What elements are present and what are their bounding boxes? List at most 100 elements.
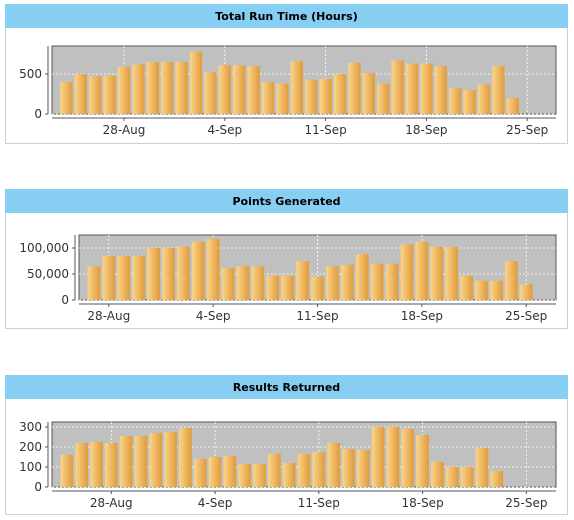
bar — [386, 427, 400, 487]
bar — [247, 66, 260, 114]
bar — [268, 454, 281, 487]
bar — [445, 246, 458, 300]
x-tick-label: 28-Aug — [87, 309, 130, 323]
bar — [281, 275, 295, 300]
x-tick-label: 28-Aug — [103, 123, 146, 137]
bar — [102, 255, 116, 300]
bar — [117, 66, 131, 114]
x-tick-label: 11-Sep — [298, 496, 340, 510]
bar — [356, 450, 370, 487]
bar — [401, 429, 415, 487]
bar — [327, 443, 340, 487]
bar — [147, 248, 160, 300]
bar — [74, 74, 87, 114]
bar — [405, 63, 419, 114]
bar — [326, 266, 339, 300]
bar — [312, 452, 326, 487]
chart-body: 0 50,000 100,000 28-Aug 4-Sep 11-Sep 18-Sep 25-… — [5, 213, 568, 329]
bar — [296, 261, 309, 300]
bar — [475, 448, 489, 487]
bar — [223, 456, 237, 487]
bar — [290, 61, 303, 114]
x-tick-label: 4-Sep — [196, 309, 231, 323]
chart-body: 0 500 28-Aug 4-Sep 11-Sep 18-Sep 25-Sep — [5, 28, 568, 144]
bar — [103, 75, 116, 114]
bar — [104, 443, 118, 487]
bar — [449, 88, 462, 114]
results-returned-chart: 0 100 200 300 28-Aug 4-Sep 11-Sep 18-Sep 25-Sep — [19, 420, 557, 510]
x-tick-label: 28-Aug — [90, 496, 133, 510]
bar — [385, 263, 399, 300]
bar — [179, 428, 192, 487]
bar — [431, 462, 444, 487]
x-tick-label: 18-Sep — [405, 123, 447, 137]
bar — [208, 457, 222, 487]
x-tick-label: 4-Sep — [198, 496, 233, 510]
bar — [90, 442, 103, 487]
bar — [189, 51, 203, 114]
bar — [416, 435, 429, 487]
bar — [132, 255, 145, 300]
bar — [204, 72, 217, 114]
bar — [355, 254, 369, 300]
bar — [175, 62, 188, 114]
bar — [261, 82, 275, 114]
points-generated-chart: 0 50,000 100,000 28-Aug 4-Sep 11-Sep 18-Sep 25-… — [19, 234, 557, 323]
x-tick-label: 11-Sep — [296, 309, 338, 323]
bar — [238, 464, 252, 487]
bar — [236, 266, 250, 300]
bar — [251, 266, 265, 300]
chart-body: 0 100 200 300 28-Aug 4-Sep 11-Sep 18-Sep 25-Sep — [5, 399, 568, 515]
bar — [233, 65, 246, 114]
y-tick-label: 100 — [19, 460, 42, 474]
y-tick-label: 0 — [61, 293, 69, 307]
bar — [340, 264, 354, 300]
bar — [191, 241, 205, 300]
bar — [60, 455, 74, 487]
y-tick-label: 100,000 — [19, 241, 69, 255]
bar — [311, 276, 324, 300]
chart-panel-results-returned: Results Returned 0 100 200 300 28-Aug 4-Sep 11… — [5, 375, 568, 515]
bar — [490, 471, 504, 487]
bar — [117, 255, 131, 300]
bar — [415, 241, 429, 300]
bar — [146, 62, 159, 114]
bar — [460, 275, 473, 300]
bar — [333, 74, 347, 114]
bar — [89, 76, 102, 114]
bar — [434, 66, 447, 114]
bar — [463, 90, 476, 114]
bar — [60, 82, 73, 114]
bar — [420, 63, 433, 114]
bar — [430, 246, 444, 300]
bar — [253, 464, 266, 487]
bar — [319, 78, 332, 114]
bar — [297, 454, 311, 487]
bar — [193, 459, 207, 487]
bar — [391, 60, 404, 114]
bar — [75, 443, 88, 487]
chart-panel-run-time: Total Run Time (Hours) 0 500 28-Aug 4-Sep 11… — [5, 4, 568, 144]
bar — [177, 246, 190, 300]
bar — [475, 280, 488, 300]
bar — [348, 62, 361, 114]
bar — [371, 427, 385, 487]
bar — [161, 62, 174, 114]
bar — [87, 266, 101, 300]
bar — [132, 64, 145, 114]
chart-title: Total Run Time (Hours) — [5, 4, 568, 28]
bar — [119, 436, 133, 487]
bar — [221, 267, 235, 300]
bar — [134, 436, 148, 487]
bar — [504, 261, 518, 300]
bar — [276, 83, 289, 114]
bar — [164, 432, 177, 487]
x-tick-label: 18-Sep — [401, 309, 443, 323]
chart-title: Results Returned — [5, 375, 568, 399]
chart-title: Points Generated — [5, 189, 568, 213]
bar — [519, 284, 533, 300]
y-tick-label: 50,000 — [27, 267, 69, 281]
bar — [445, 467, 459, 487]
x-tick-label: 11-Sep — [304, 123, 346, 137]
x-tick-label: 4-Sep — [208, 123, 243, 137]
